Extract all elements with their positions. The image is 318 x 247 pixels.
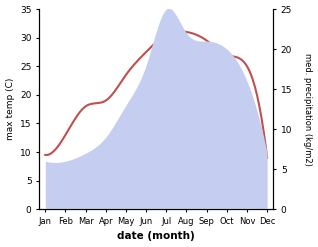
Y-axis label: med. precipitation (kg/m2): med. precipitation (kg/m2) bbox=[303, 53, 313, 165]
Y-axis label: max temp (C): max temp (C) bbox=[5, 78, 15, 140]
X-axis label: date (month): date (month) bbox=[117, 231, 195, 242]
